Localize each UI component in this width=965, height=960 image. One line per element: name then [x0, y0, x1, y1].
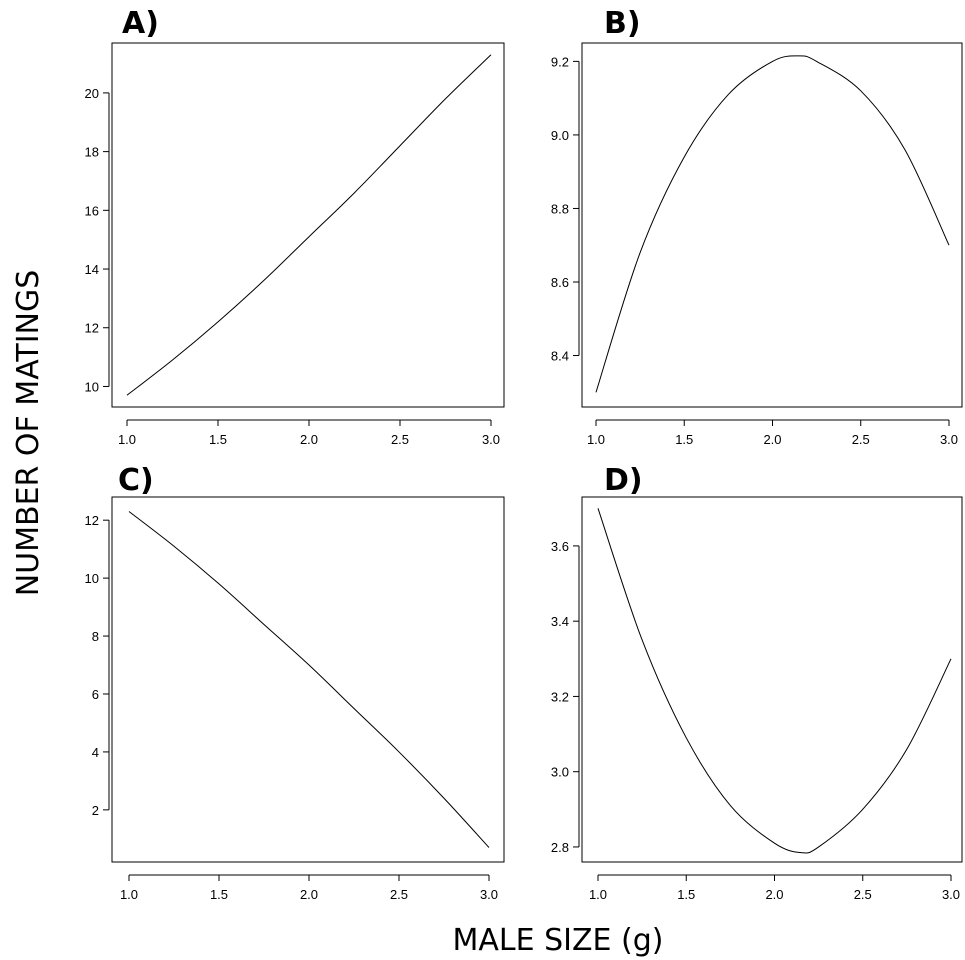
x-tick-label: 1.0: [120, 887, 138, 902]
y-tick-label: 8.6: [551, 275, 569, 290]
y-tick-label: 12: [85, 513, 99, 528]
y-tick-label: 8: [92, 629, 99, 644]
y-tick-label: 20: [85, 86, 99, 101]
x-tick-label: 1.0: [118, 432, 136, 447]
x-tick-label: 3.0: [942, 887, 960, 902]
plot-frame: [581, 496, 963, 863]
y-tick-label: 2.8: [551, 840, 569, 855]
series-line: [128, 511, 490, 848]
plot-frame: [581, 42, 963, 408]
series-line: [595, 55, 950, 393]
x-axis-title: MALE SIZE (g): [453, 923, 664, 958]
x-tick-label: 1.0: [587, 432, 605, 447]
x-tick-label: 3.0: [480, 887, 498, 902]
y-axis-title: NUMBER OF MATINGS: [11, 270, 46, 597]
x-tick-label: 3.0: [482, 432, 500, 447]
x-tick-label: 1.0: [589, 887, 607, 902]
x-tick-label: 1.5: [677, 887, 695, 902]
x-tick-label: 2.5: [390, 887, 408, 902]
x-tick-label: 2.5: [854, 887, 872, 902]
y-tick-label: 6: [92, 687, 99, 702]
x-tick-label: 2.0: [765, 887, 783, 902]
x-tick-label: 2.0: [300, 432, 318, 447]
panel-label: A): [122, 6, 159, 41]
y-tick-label: 16: [85, 203, 99, 218]
series-line: [126, 54, 492, 396]
y-tick-label: 18: [85, 145, 99, 160]
series-line: [597, 508, 952, 854]
x-tick-label: 1.5: [210, 887, 228, 902]
y-tick-label: 3.6: [551, 539, 569, 554]
x-tick-label: 2.0: [763, 432, 781, 447]
y-tick-label: 8.4: [551, 349, 569, 364]
y-tick-label: 10: [85, 571, 99, 586]
y-tick-label: 10: [85, 379, 99, 394]
x-tick-label: 2.5: [391, 432, 409, 447]
panel-label: B): [604, 6, 641, 41]
y-tick-label: 12: [85, 321, 99, 336]
y-tick-label: 3.4: [551, 614, 569, 629]
y-tick-label: 4: [92, 745, 99, 760]
y-tick-label: 9.2: [551, 54, 569, 69]
chart-panel: B) 1.0 1.5 2.0 2.5 3.0 8.4 8.6 8.8 9.0 9.2: [551, 6, 963, 447]
y-tick-label: 9.0: [551, 128, 569, 143]
y-tick-label: 14: [85, 262, 99, 277]
panel-label: C): [118, 463, 154, 498]
chart-panel: C) 1.0 1.5 2.0 2.5 3.0 2 4 6 8 10 12: [85, 463, 505, 902]
plot-frame: [111, 42, 505, 408]
y-tick-label: 8.8: [551, 201, 569, 216]
x-tick-label: 1.5: [675, 432, 693, 447]
x-tick-label: 1.5: [209, 432, 227, 447]
chart-panel: A) 1.0 1.5 2.0 2.5 3.0 10 12 14 16 18 20: [85, 6, 505, 447]
chart-panel: D) 1.0 1.5 2.0 2.5 3.0 2.8 3.0 3.2 3.4 3.6: [551, 463, 963, 902]
x-tick-label: 2.0: [300, 887, 318, 902]
x-tick-label: 3.0: [940, 432, 958, 447]
panel-label: D): [604, 463, 643, 498]
y-tick-label: 2: [92, 803, 99, 818]
y-tick-label: 3.0: [551, 765, 569, 780]
x-tick-label: 2.5: [852, 432, 870, 447]
y-tick-label: 3.2: [551, 689, 569, 704]
plot-frame: [111, 496, 505, 863]
